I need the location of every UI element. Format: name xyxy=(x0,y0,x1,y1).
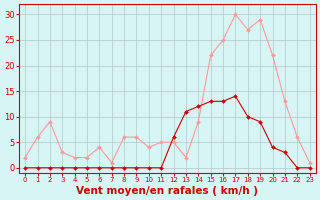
X-axis label: Vent moyen/en rafales ( km/h ): Vent moyen/en rafales ( km/h ) xyxy=(76,186,258,196)
